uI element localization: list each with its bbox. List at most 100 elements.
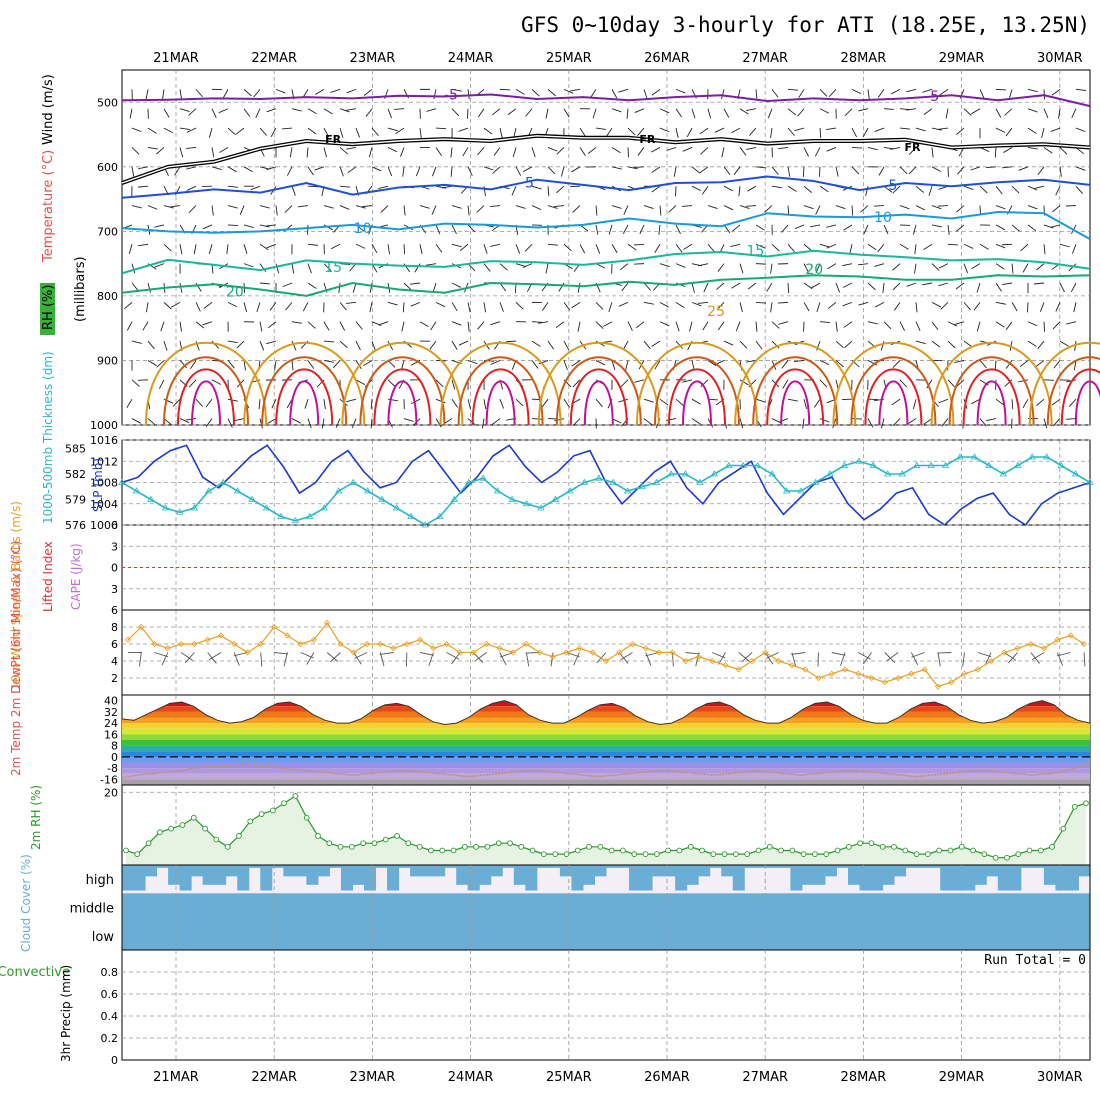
wind-barb [794,224,805,230]
wind-barb [1059,340,1069,347]
cloud-high-bar [801,865,814,885]
wind-barb [675,88,686,94]
cloud-high-bar [859,865,872,891]
rh2m-point [202,825,208,832]
wind-barb [995,321,1005,328]
wind-barb [346,88,357,94]
wind-barb [259,263,267,273]
wind-barb [205,418,213,427]
wind-barb [284,205,293,213]
wind10m-barb [451,652,461,665]
wind-barb [402,302,405,313]
wind-barb [892,282,901,291]
wind-barb [208,244,213,255]
wind-barb [179,147,184,158]
wind-barb [156,147,165,155]
contour-15 [121,249,1091,275]
wind-barb [995,398,1005,406]
wind10m-point [642,645,649,652]
wind-barb [289,147,293,158]
wind-barb [259,127,267,136]
wind-barb [235,127,245,135]
contour-25-lobe [439,341,562,426]
temp-band [122,745,1090,752]
thickness-line-marker [898,470,906,477]
wind-barb [243,166,253,173]
thickness-line-marker [161,504,170,511]
cloud-high-bar [1020,865,1033,868]
wind-barb [1020,243,1029,252]
wind-barb [1008,89,1013,100]
wind-barb [227,166,237,173]
wind-barb [963,185,974,190]
wind-barb [154,263,165,268]
wind-barb [211,379,222,385]
wind-barb [323,263,332,272]
wind-barb [259,282,270,285]
wind-barb [451,88,462,92]
wind-barb [947,321,958,327]
y-tick-label: -8 [107,762,118,775]
wind-barb [947,243,959,246]
rh2m-point [518,843,525,850]
wind-barb [770,302,773,313]
wind-barb [451,224,457,235]
wind-barb [963,302,971,311]
wind-barb [986,418,997,421]
wind10m-point [961,670,968,677]
wind-barb [739,340,748,349]
temp-band [122,723,1090,729]
wind-barb [1005,321,1013,331]
contour-25-lobe [145,341,267,426]
rh2m-point [631,851,638,857]
wind-barb [186,185,197,191]
wind-barb [703,282,709,293]
wind10m-barb [937,652,952,654]
wind-barb [291,186,296,196]
wind-barb [707,360,717,367]
wind10m-point [828,670,835,677]
wind-barb [126,321,133,331]
wind-barb [1035,360,1045,367]
wind10m-point [589,649,596,656]
wind-barb [555,321,565,329]
wind-barb [266,340,277,345]
wind-barb [803,205,814,210]
wind10m-point [908,670,915,677]
date-label-bottom: 25MAR [546,1070,592,1085]
wind-barb [163,302,172,310]
wind-barb [269,302,277,311]
y-tick-label: 500 [97,96,118,109]
wind-barb [939,88,949,96]
wind-barb [339,185,350,188]
wind-barb [835,360,844,368]
rh2m-point [586,843,592,850]
rh2m-point [947,847,954,854]
wind-barb [1004,108,1013,116]
wind-barb [315,88,325,95]
wind-barb [633,166,645,168]
wind-barb [782,379,789,389]
thickness-line-marker [609,478,617,485]
thickness-line-marker [884,470,892,477]
wind-barb [915,205,926,211]
cloud-high-bar [145,865,158,877]
wind-barb [883,224,889,235]
wind10m-point [987,657,995,665]
date-label-bottom: 29MAR [939,1070,985,1085]
wind10m-barb [428,652,434,666]
rh2m-point [608,847,615,854]
wind-barb [352,282,357,293]
wind-barb [267,321,277,329]
rh2m-point [653,851,660,857]
rh2m-point [439,847,446,854]
wind-barb [947,224,950,235]
wind-barb [1022,263,1029,273]
wind-barb [579,244,586,254]
wind-barb [1066,321,1077,325]
wind-barb [163,108,170,118]
cloud-high-bar [986,865,999,877]
rh2m-point [123,847,129,854]
wind-barb [222,89,229,99]
wind-barb [621,282,629,292]
